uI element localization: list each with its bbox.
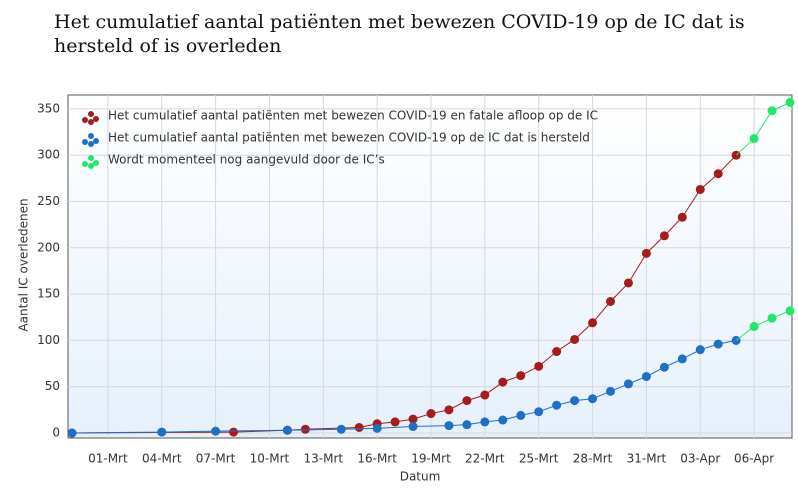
legend-swatch xyxy=(88,111,94,117)
x-axis-label: Datum xyxy=(400,470,441,484)
y-tick-label: 150 xyxy=(37,287,60,301)
data-point xyxy=(767,313,777,323)
plot-area xyxy=(67,94,793,439)
data-point xyxy=(67,428,77,438)
chart-title: Het cumulatief aantal patiënten met bewe… xyxy=(54,11,745,57)
data-point xyxy=(570,396,580,406)
data-point xyxy=(552,347,562,357)
data-point xyxy=(588,394,598,404)
data-point xyxy=(372,423,382,433)
legend-label: Wordt momenteel nog aangevuld door de IC… xyxy=(108,153,385,167)
legend-swatch xyxy=(88,141,94,147)
x-tick-label: 07-Mrt xyxy=(196,452,236,466)
data-point xyxy=(713,339,723,349)
y-axis-label: Aantal IC overledenen xyxy=(17,198,31,331)
data-point xyxy=(336,424,346,434)
data-point xyxy=(498,415,508,425)
data-point xyxy=(677,354,687,364)
data-point xyxy=(282,425,292,435)
legend-swatch xyxy=(82,161,88,167)
x-tick-label: 06-Apr xyxy=(734,452,774,466)
y-tick-label: 300 xyxy=(37,148,60,162)
data-point xyxy=(408,422,418,432)
x-tick-label: 13-Mrt xyxy=(304,452,344,466)
data-point xyxy=(695,345,705,355)
data-point xyxy=(354,422,364,432)
legend-label: Het cumulatief aantal patiënten met bewe… xyxy=(108,109,598,123)
data-point xyxy=(426,409,436,419)
x-tick-label: 04-Mrt xyxy=(142,452,182,466)
data-point xyxy=(749,134,759,144)
data-point xyxy=(498,377,508,387)
x-tick-label: 03-Apr xyxy=(680,452,720,466)
legend-swatch xyxy=(88,155,94,161)
data-point xyxy=(606,297,615,307)
data-point xyxy=(623,278,633,288)
data-point xyxy=(749,322,759,332)
x-tick-label: 16-Mrt xyxy=(357,452,397,466)
legend-swatch xyxy=(82,139,88,145)
data-point xyxy=(785,97,795,107)
data-point xyxy=(390,417,400,427)
y-tick-label: 250 xyxy=(37,194,60,208)
data-point xyxy=(659,362,669,372)
data-point xyxy=(570,334,580,344)
legend-swatch xyxy=(93,116,99,122)
data-point xyxy=(444,421,454,431)
x-tick-label: 22-Mrt xyxy=(465,452,505,466)
data-point xyxy=(713,169,723,179)
data-point xyxy=(516,410,526,420)
data-point xyxy=(211,426,221,436)
data-point xyxy=(157,427,167,437)
data-point xyxy=(659,231,669,241)
y-tick-label: 100 xyxy=(37,333,60,347)
legend-swatch xyxy=(82,117,88,123)
y-tick-label: 350 xyxy=(37,101,60,115)
legend-swatch xyxy=(93,138,99,144)
y-tick-label: 0 xyxy=(52,426,60,440)
x-tick-label: 10-Mrt xyxy=(250,452,290,466)
data-point xyxy=(480,390,490,400)
legend-swatch xyxy=(93,160,99,166)
data-point xyxy=(588,318,598,328)
data-point xyxy=(534,407,544,417)
data-point xyxy=(785,306,795,316)
data-point xyxy=(462,420,472,430)
data-point xyxy=(480,417,490,427)
data-point xyxy=(695,184,705,194)
legend-label: Het cumulatief aantal patiënten met bewe… xyxy=(108,131,590,145)
data-point xyxy=(444,405,454,415)
data-point xyxy=(534,361,544,371)
data-point xyxy=(606,386,615,396)
x-tick-label: 25-Mrt xyxy=(519,452,559,466)
data-point xyxy=(408,414,418,424)
data-point xyxy=(641,248,651,258)
y-tick-label: 200 xyxy=(37,240,60,254)
data-point xyxy=(677,212,687,222)
x-tick-label: 28-Mrt xyxy=(573,452,613,466)
data-point xyxy=(552,400,562,410)
legend-swatch xyxy=(88,163,94,169)
data-point xyxy=(229,427,239,437)
legend-swatch xyxy=(88,119,94,125)
data-point xyxy=(300,424,310,434)
data-point xyxy=(641,372,651,382)
data-point xyxy=(623,379,633,389)
data-point xyxy=(462,396,472,406)
x-tick-label: 01-Mrt xyxy=(88,452,128,466)
x-tick-label: 19-Mrt xyxy=(411,452,451,466)
data-point xyxy=(767,106,777,116)
x-tick-label: 31-Mrt xyxy=(627,452,667,466)
legend-swatch xyxy=(88,133,94,139)
y-tick-label: 50 xyxy=(45,379,60,393)
data-point xyxy=(516,371,526,381)
